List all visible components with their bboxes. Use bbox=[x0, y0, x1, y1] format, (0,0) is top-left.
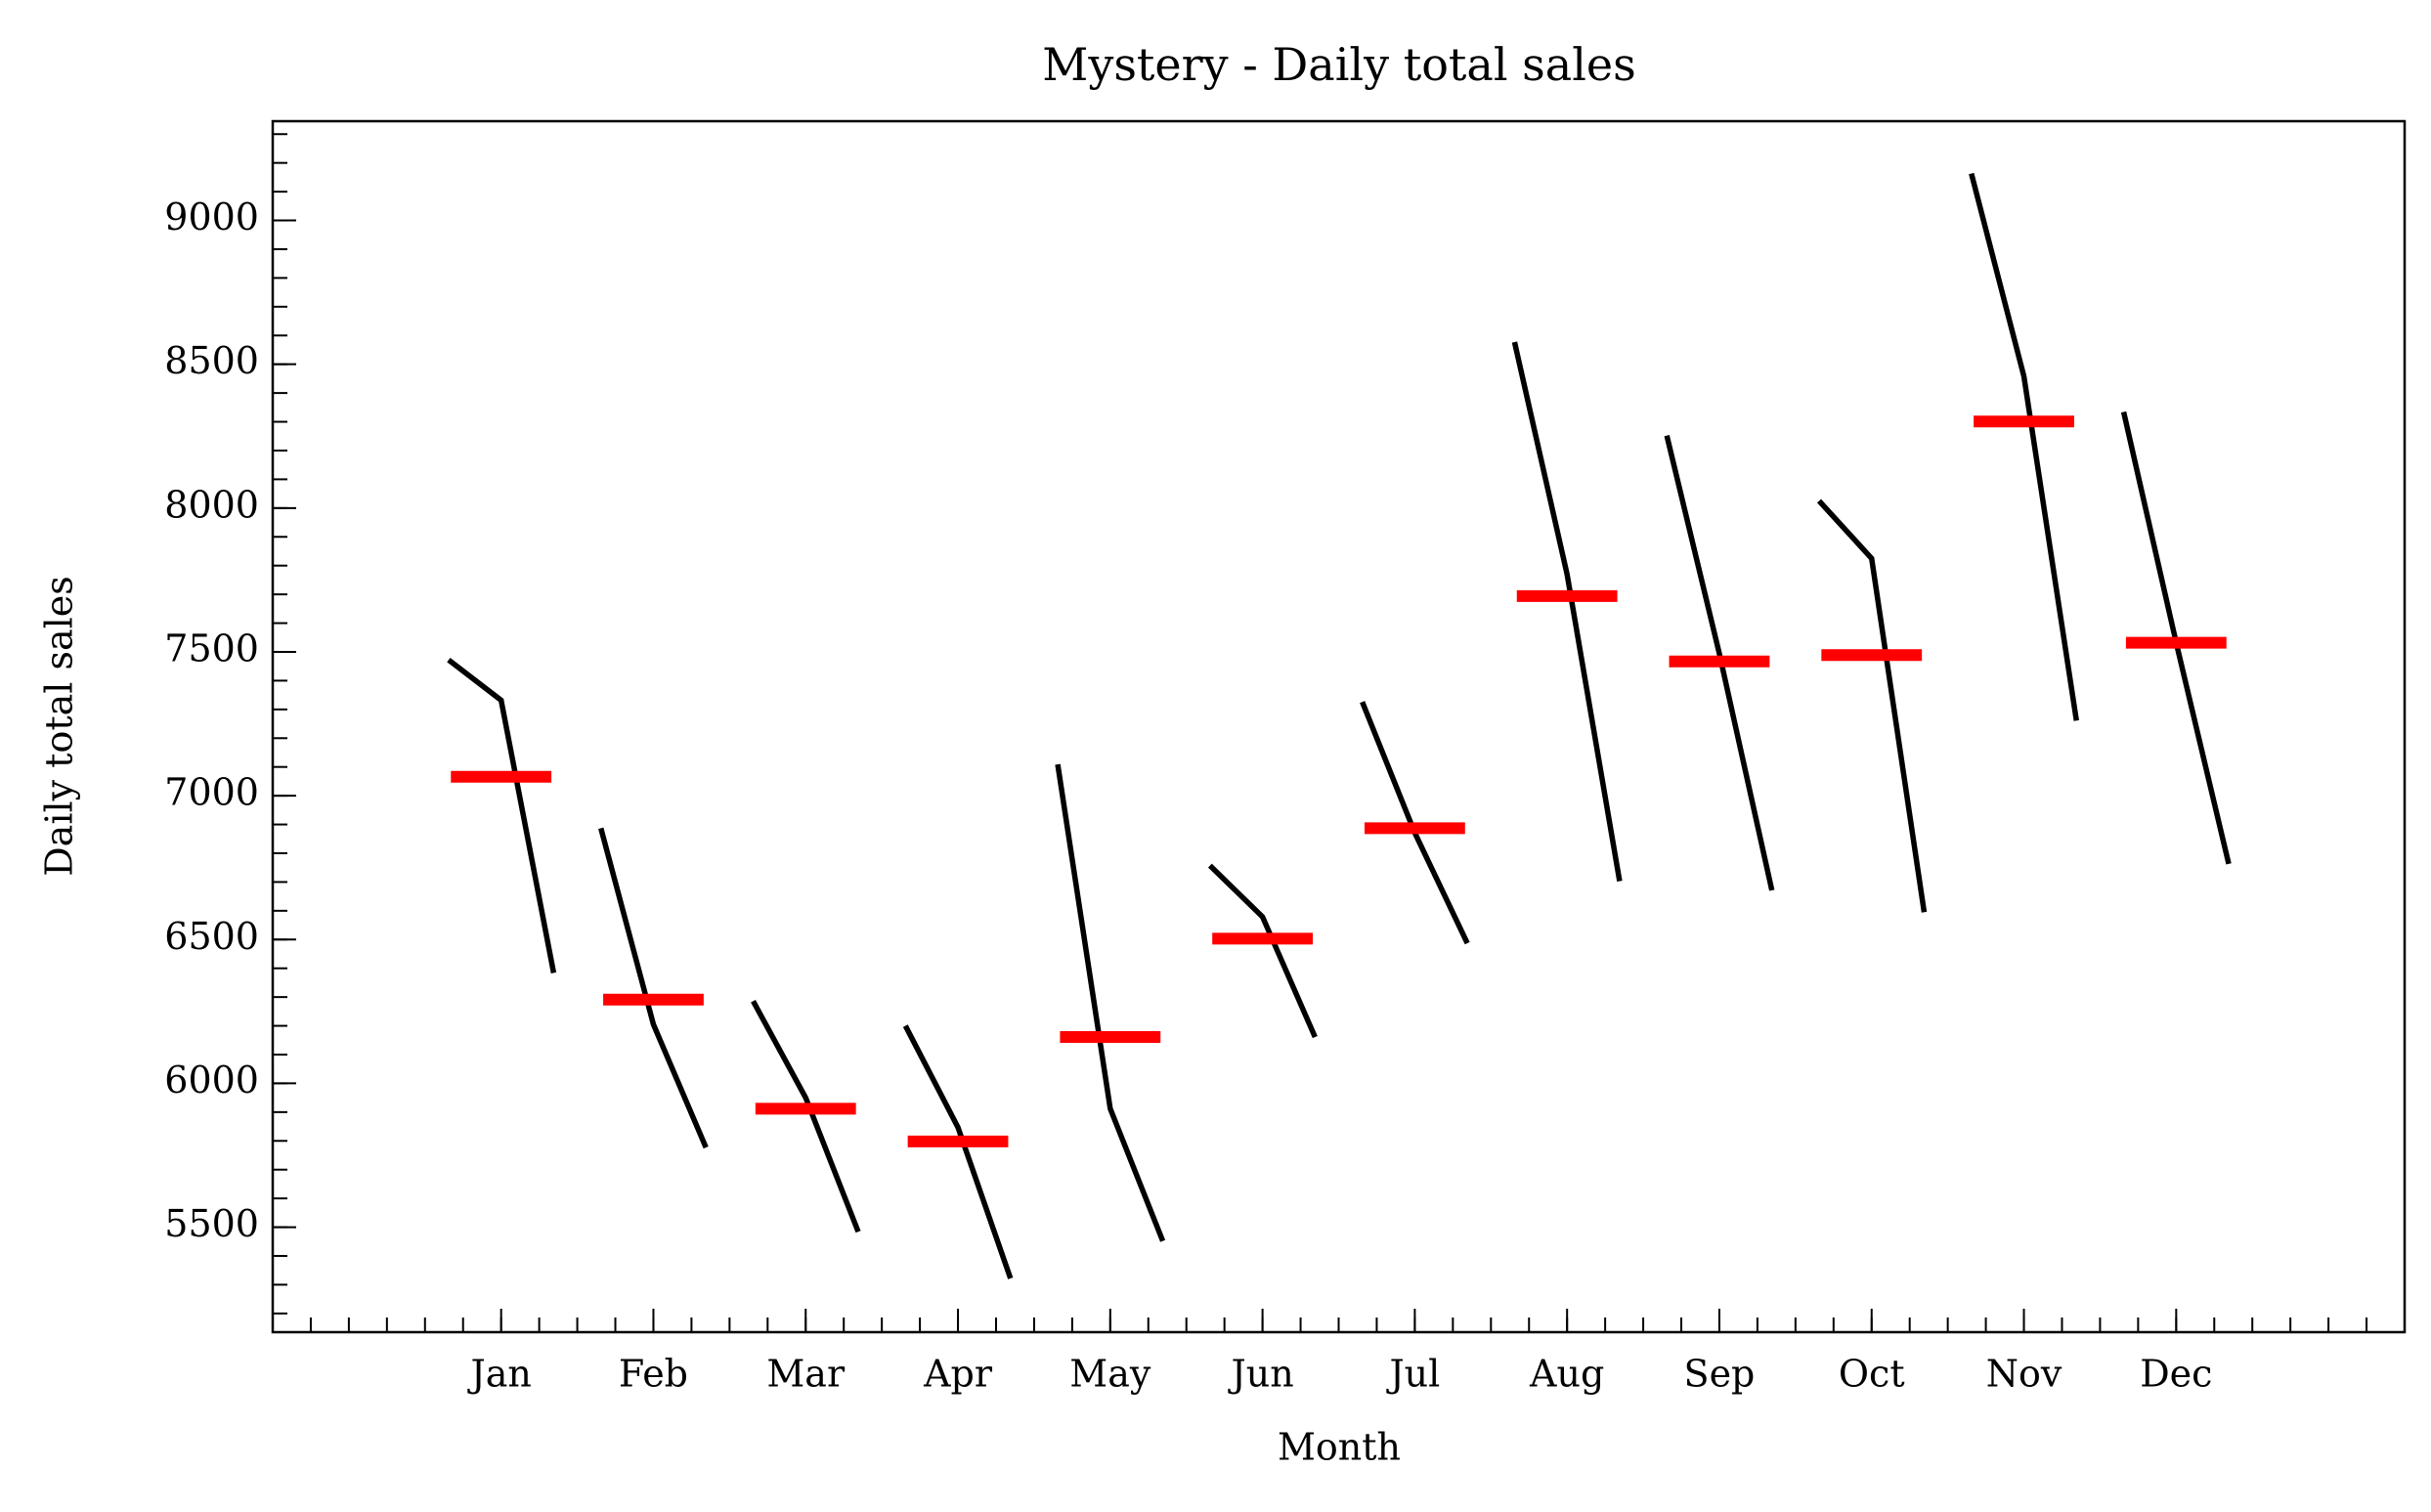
y-tick-label: 6500 bbox=[164, 915, 259, 958]
month-line bbox=[1664, 435, 1775, 891]
y-tick-label: 7500 bbox=[164, 626, 259, 670]
month-line bbox=[447, 658, 557, 973]
month-line bbox=[1207, 863, 1318, 1039]
x-tick-label: Oct bbox=[1839, 1353, 1905, 1396]
plot-frame bbox=[271, 119, 2407, 1334]
x-tick-label: Apr bbox=[923, 1353, 993, 1396]
x-tick-label: Nov bbox=[1986, 1353, 2062, 1396]
y-tick-label: 7000 bbox=[164, 771, 259, 814]
month-line bbox=[598, 827, 709, 1149]
month-line bbox=[1969, 172, 2080, 721]
x-tick-label: May bbox=[1069, 1353, 1151, 1396]
y-tick-label: 8500 bbox=[164, 339, 259, 382]
x-tick-label: Jan bbox=[466, 1353, 531, 1396]
y-tick-label: 9000 bbox=[164, 195, 259, 238]
x-tick-label: Dec bbox=[2140, 1353, 2212, 1396]
x-tick-label: Jun bbox=[1228, 1353, 1294, 1396]
x-tick-label: Mar bbox=[766, 1353, 846, 1396]
month-line bbox=[1816, 498, 1928, 913]
month-line bbox=[902, 1024, 1014, 1279]
y-tick-label: 5500 bbox=[164, 1202, 259, 1245]
chart-title: Mystery - Daily total sales bbox=[1042, 38, 1636, 91]
month-line bbox=[1511, 341, 1623, 883]
x-axis-label: Month bbox=[1278, 1426, 1401, 1469]
x-tick-label: Sep bbox=[1684, 1353, 1756, 1396]
y-tick-label: 8000 bbox=[164, 483, 259, 526]
x-tick-label: Aug bbox=[1529, 1353, 1604, 1396]
month-line bbox=[751, 999, 861, 1233]
y-tick-label: 6000 bbox=[164, 1058, 259, 1102]
month-line bbox=[1055, 763, 1166, 1242]
x-tick-label: Feb bbox=[619, 1353, 688, 1396]
y-axis-label: Daily total sales bbox=[38, 576, 81, 877]
x-tick-label: Jul bbox=[1385, 1353, 1440, 1396]
